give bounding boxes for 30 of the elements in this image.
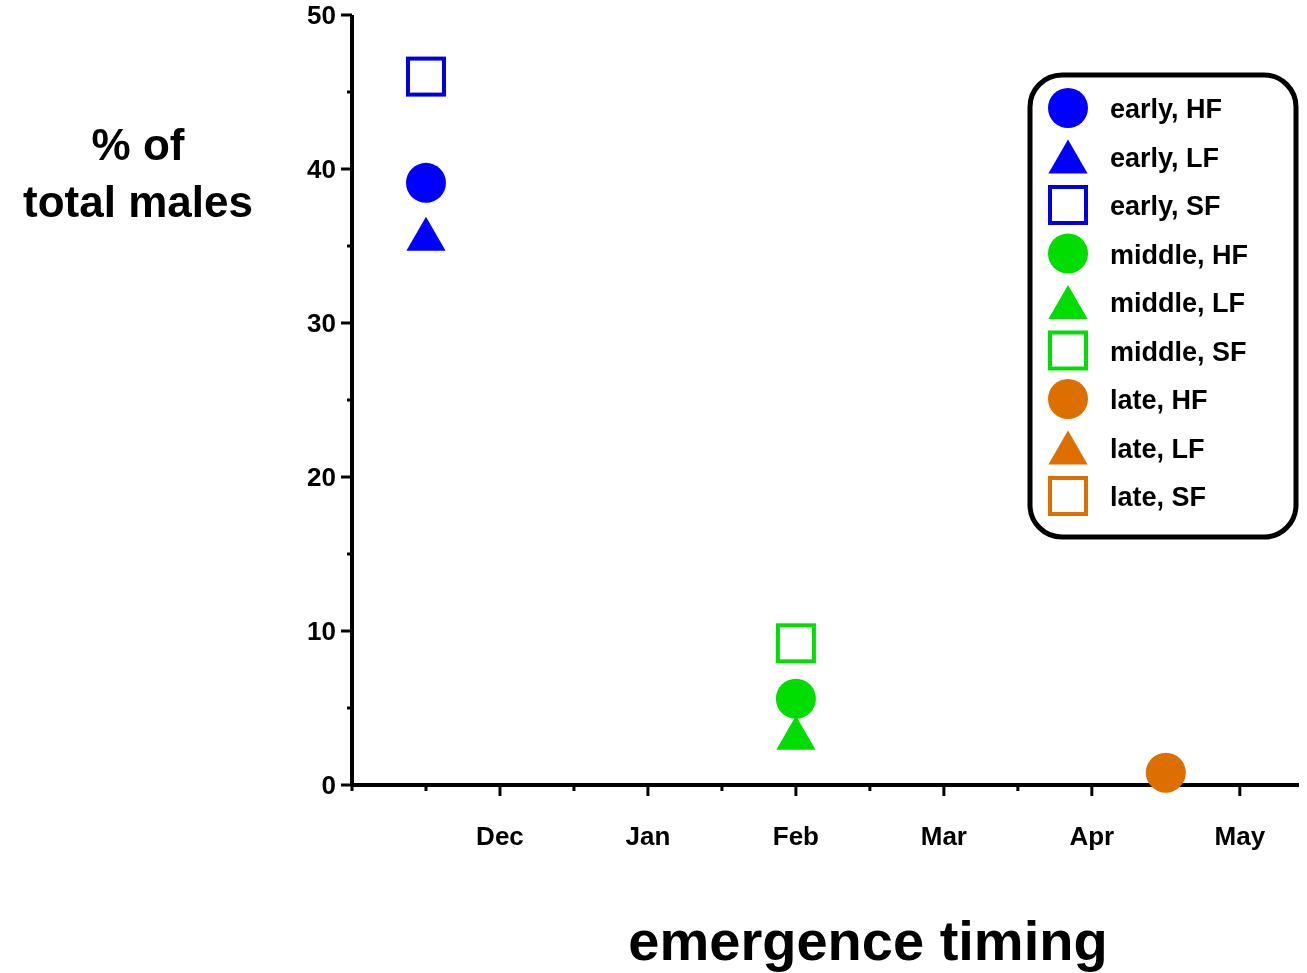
point (405, 162, 446, 203)
x-tick-label: May (1214, 821, 1266, 851)
y-tick-label: 30 (307, 308, 336, 338)
y-tick-label: 50 (307, 0, 336, 30)
legend-label: early, SF (1110, 191, 1221, 221)
legend-label: early, LF (1110, 142, 1220, 173)
point (776, 715, 816, 750)
point (406, 216, 446, 251)
point (405, 56, 446, 97)
legend-label: late, LF (1110, 433, 1205, 464)
legend-label: early, HF (1110, 94, 1223, 124)
legend-label: middle, SF (1110, 336, 1247, 367)
y-tick-label: 40 (307, 154, 336, 184)
y-tick-label: 20 (307, 462, 336, 492)
x-axis-title: emergence timing (628, 909, 1108, 972)
point (1145, 752, 1186, 793)
x-tick-label: Mar (920, 821, 967, 851)
x-tick-label: Apr (1069, 821, 1115, 851)
point (775, 623, 816, 664)
y-axis-title: % of total males (23, 120, 253, 226)
point (775, 678, 816, 719)
x-tick-label: Dec (476, 821, 524, 851)
y-tick-label: 10 (307, 616, 336, 646)
x-tick-label: Feb (772, 821, 820, 851)
legend-label: late, HF (1110, 385, 1208, 415)
legend-label: late, SF (1110, 482, 1207, 512)
legend-label: middle, LF (1110, 288, 1245, 318)
y-tick-label: 0 (321, 770, 336, 800)
legend-label: middle, HF (1110, 239, 1249, 270)
x-tick-label: Jan (625, 821, 671, 851)
